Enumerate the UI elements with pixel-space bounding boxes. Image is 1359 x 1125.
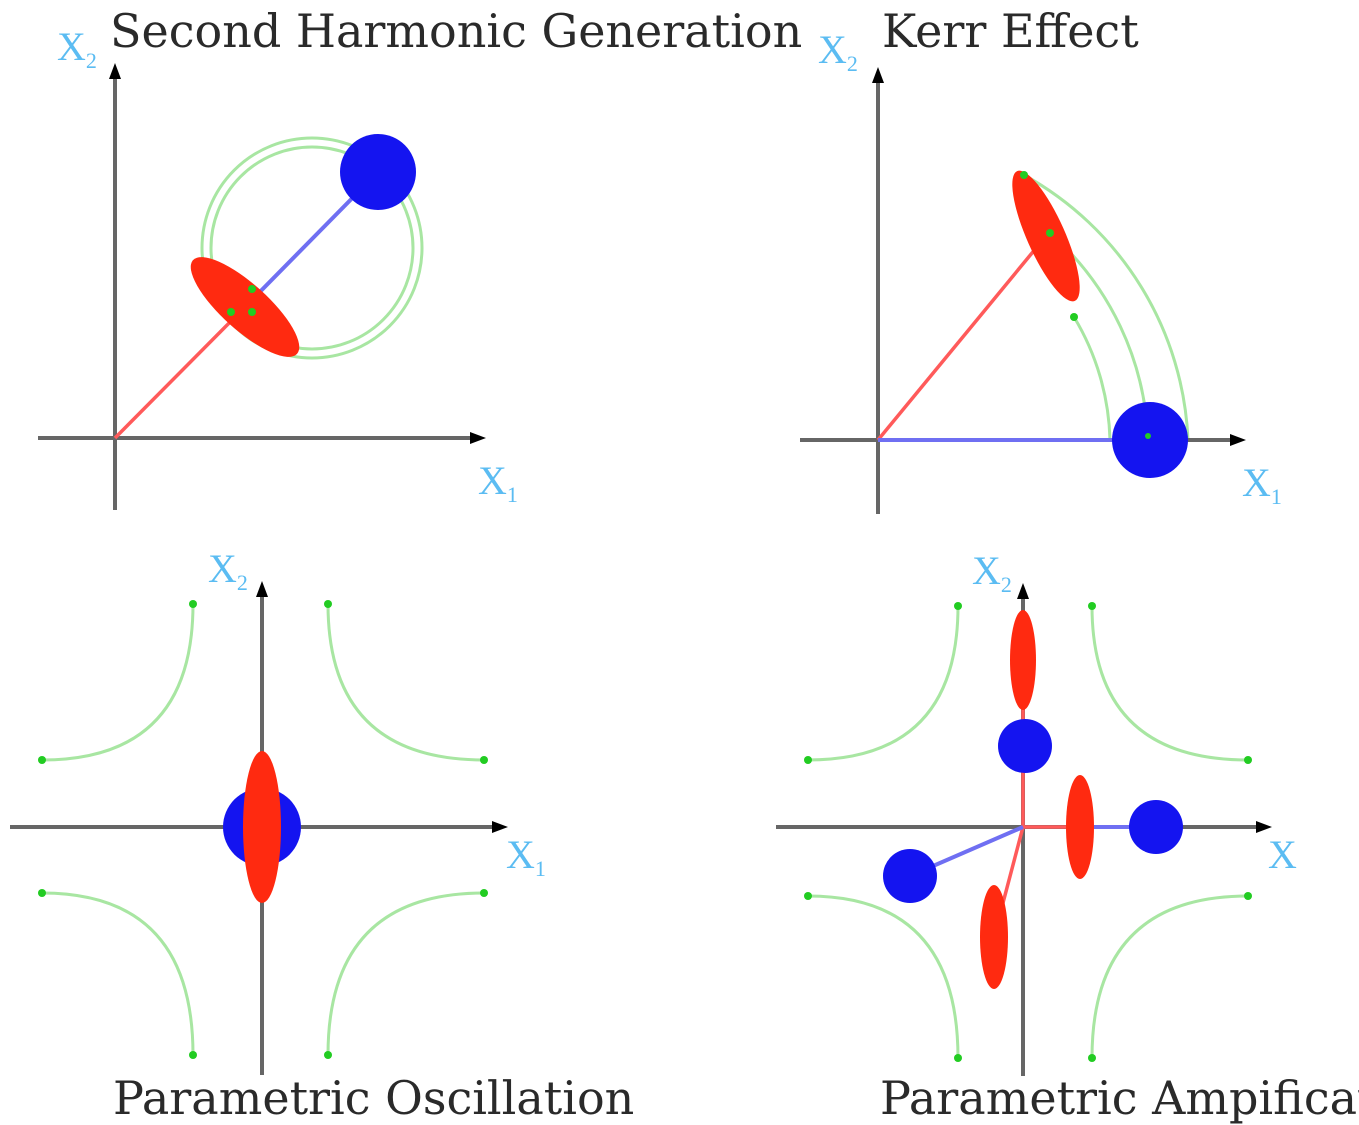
trajectory-hyperbola-upper-right: [326, 603, 485, 762]
trajectory-dot: [1145, 433, 1151, 439]
squeezed-state-ellipse: [1066, 775, 1094, 879]
trajectory-dot: [38, 756, 46, 764]
trajectory-dot: [804, 892, 812, 900]
trajectory-dot: [38, 889, 46, 897]
panel-parametric-oscillation: X1 X2 Parametric Oscillation: [10, 546, 634, 1125]
trajectory-dot: [1088, 602, 1096, 610]
trajectory-dot: [480, 889, 488, 897]
trajectory-dot: [324, 1051, 332, 1059]
x2-axis-label: X2: [208, 546, 248, 595]
panel-second-harmonic-generation: Second Harmonic Generation X1 X2: [38, 4, 802, 510]
x1-axis-label: X1: [506, 832, 546, 881]
x1-axis-arrow: [470, 432, 486, 444]
trajectory-hyperbola-upper-left: [807, 605, 960, 762]
trajectory-hyperbola-lower-right: [1090, 894, 1249, 1059]
x1-axis-label: X1: [478, 458, 518, 507]
trajectory-dot: [1070, 313, 1078, 321]
trajectory-dot: [189, 600, 197, 608]
panel-title: Parametric Ampification: [880, 1071, 1359, 1125]
trajectory-hyperbola-lower-right: [326, 891, 485, 1056]
x2-axis-label: X2: [818, 27, 858, 76]
x1-axis-label: X1: [1242, 460, 1282, 509]
x2-axis-arrow: [109, 63, 121, 79]
squeezed-state-ellipse: [243, 751, 281, 903]
trajectory-dot: [954, 602, 962, 610]
trajectory-circle-inner: [209, 145, 415, 351]
x1-axis-arrow: [1230, 434, 1246, 446]
panel-parametric-ampification: X X2 Parametric Ampification: [776, 548, 1359, 1125]
x2-axis-label: X2: [972, 548, 1012, 597]
squeezed-state-ellipse: [1012, 170, 1080, 302]
x2-axis-label: X2: [57, 24, 97, 73]
trajectory-dot: [480, 756, 488, 764]
squeezed-state-ellipse: [190, 257, 300, 357]
trajectory-dot: [804, 756, 812, 764]
coherent-state-disk: [998, 719, 1052, 773]
trajectory-hyperbola-upper-right: [1090, 605, 1249, 762]
trajectory-dot: [248, 308, 256, 316]
squeezed-state-ellipse: [1010, 610, 1036, 710]
trajectory-dot: [954, 1054, 962, 1062]
trajectory-hyperbola-lower-left: [807, 894, 960, 1059]
x2-axis-arrow: [256, 581, 268, 597]
x1-axis-arrow: [1256, 821, 1272, 833]
trajectory-dot: [1088, 1054, 1096, 1062]
trajectory-hyperbola-upper-left: [41, 603, 195, 762]
coherent-state-disk: [340, 134, 416, 210]
trajectory-dot: [1244, 756, 1252, 764]
x1-axis-arrow: [492, 821, 508, 833]
x2-axis-arrow: [872, 67, 884, 83]
trajectory-dot: [1244, 892, 1252, 900]
trajectory-circle-outer: [200, 136, 424, 360]
trajectory-dot: [189, 1051, 197, 1059]
squeezed-state-vector: [113, 305, 247, 440]
coherent-state-disk: [1112, 402, 1188, 478]
x2-axis-arrow: [1017, 583, 1029, 599]
trajectory-arc-inner: [1072, 316, 1112, 441]
panel-title: Kerr Effect: [882, 4, 1139, 58]
panel-title: Parametric Oscillation: [113, 1071, 634, 1125]
trajectory-arc-outer: [1023, 173, 1190, 441]
trajectory-dot: [1046, 229, 1054, 237]
panel-title: Second Harmonic Generation: [110, 4, 802, 58]
trajectory-dot: [248, 285, 256, 293]
coherent-state-disk: [1129, 800, 1183, 854]
squeezed-state-ellipse: [980, 885, 1008, 989]
trajectory-dot: [1020, 171, 1028, 179]
x1-axis-label: X: [1268, 832, 1297, 877]
coherent-state-disk: [883, 849, 937, 903]
panel-kerr-effect: Kerr Effect X1 X2: [800, 4, 1282, 514]
trajectory-hyperbola-lower-left: [41, 891, 195, 1056]
trajectory-dot: [324, 600, 332, 608]
squeezed-state-vector: [876, 234, 1048, 442]
trajectory-dot: [227, 308, 235, 316]
